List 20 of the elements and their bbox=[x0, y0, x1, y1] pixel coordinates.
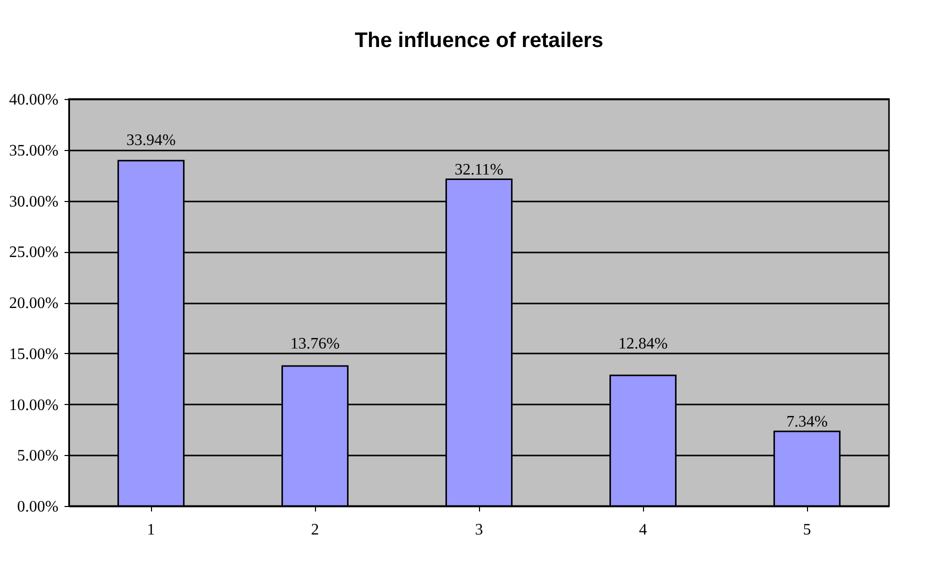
x-tick-label: 5 bbox=[803, 522, 811, 538]
y-tick-label: 30.00% bbox=[9, 193, 58, 210]
y-tick-label: 35.00% bbox=[9, 142, 58, 160]
y-tick-label: 0.00% bbox=[17, 498, 58, 516]
y-tick-label: 15.00% bbox=[9, 346, 58, 363]
chart-title: The influence of retailers bbox=[354, 29, 604, 52]
data-label: 12.84% bbox=[618, 335, 668, 352]
y-tick-label: 20.00% bbox=[9, 295, 58, 312]
y-tick-label: 25.00% bbox=[9, 244, 58, 262]
y-tick-label: 10.00% bbox=[9, 396, 58, 414]
y-tick-label: 40.00% bbox=[9, 92, 58, 108]
x-tick-label: 2 bbox=[311, 522, 319, 538]
y-tick-label: 5.00% bbox=[17, 448, 58, 465]
x-tick-label: 4 bbox=[639, 522, 647, 538]
x-tick-label: 3 bbox=[475, 522, 483, 538]
data-label: 32.11% bbox=[454, 161, 504, 178]
data-label: 7.34% bbox=[786, 413, 828, 430]
x-tick-label: 1 bbox=[147, 522, 155, 538]
data-label: 13.76% bbox=[290, 335, 340, 352]
data-label: 33.94% bbox=[126, 132, 176, 149]
